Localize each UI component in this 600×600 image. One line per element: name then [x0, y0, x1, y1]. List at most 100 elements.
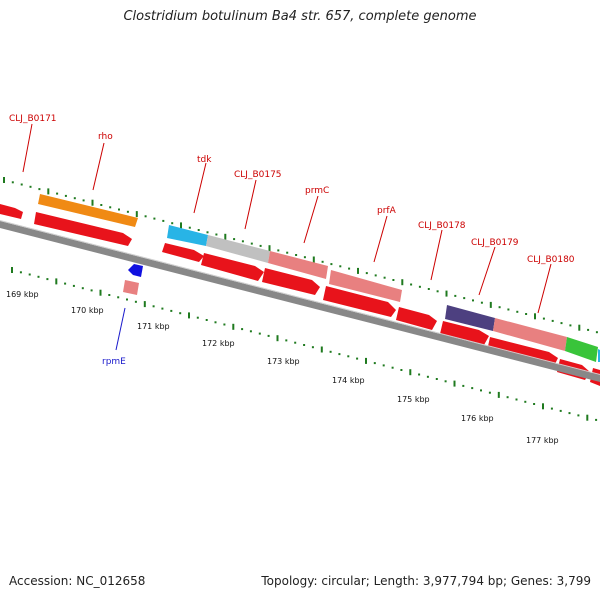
- major-tick: [578, 324, 581, 331]
- minor-tick: [100, 204, 103, 206]
- minor-tick: [28, 273, 31, 276]
- minor-tick: [46, 278, 49, 281]
- cds-arrow: [323, 286, 396, 317]
- minor-tick: [303, 344, 306, 346]
- minor-tick: [587, 328, 590, 331]
- minor-tick: [462, 384, 465, 387]
- minor-tick: [117, 296, 120, 299]
- minor-tick: [339, 265, 342, 268]
- minor-tick: [81, 287, 84, 290]
- major-tick: [232, 323, 235, 330]
- gene-label-prfa: prfA: [377, 206, 397, 216]
- accession-text: Accession: NC_012658: [9, 574, 146, 588]
- minor-tick: [152, 305, 155, 308]
- cds-arrow-pink: [123, 280, 139, 295]
- gene-label-rho: rho: [98, 132, 113, 142]
- genome-backbone-highlight: [0, 220, 600, 375]
- minor-tick: [241, 240, 244, 243]
- cds-arrow: [396, 307, 437, 330]
- minor-tick: [171, 222, 174, 225]
- minor-tick: [498, 306, 501, 309]
- minor-tick: [471, 387, 474, 390]
- minor-tick: [72, 284, 75, 287]
- cds-arrow: [34, 212, 132, 246]
- kbp-label: 169 kbp: [6, 290, 39, 299]
- gene-label-rpme: rpmE: [102, 357, 126, 367]
- minor-tick: [391, 366, 394, 369]
- minor-tick: [418, 373, 421, 376]
- major-tick: [47, 188, 50, 195]
- major-tick: [542, 403, 544, 410]
- minor-tick: [109, 206, 112, 209]
- minor-tick: [286, 251, 289, 254]
- minor-tick: [108, 294, 111, 296]
- minor-tick: [126, 298, 128, 301]
- minor-tick: [179, 312, 182, 315]
- minor-tick: [577, 414, 580, 417]
- minor-tick: [38, 188, 41, 191]
- major-tick: [135, 211, 138, 218]
- minor-tick: [426, 375, 429, 378]
- minor-tick: [373, 362, 376, 365]
- cds-arrow: [201, 253, 264, 281]
- cds-arrow: [162, 243, 204, 262]
- minor-tick: [82, 199, 85, 202]
- cds-arrow-clj-b0180: [493, 318, 567, 351]
- minor-tick: [205, 319, 208, 321]
- minor-tick: [551, 319, 554, 322]
- gene-label-prmc: prmC: [305, 186, 329, 196]
- minor-tick: [595, 418, 598, 421]
- major-tick: [312, 256, 315, 263]
- minor-tick: [311, 346, 314, 349]
- minor-tick: [559, 409, 562, 412]
- minor-tick: [56, 192, 59, 195]
- minor-tick: [303, 256, 306, 259]
- major-tick: [445, 290, 448, 297]
- minor-tick: [90, 289, 93, 292]
- major-tick: [489, 301, 492, 308]
- minor-tick: [427, 288, 430, 290]
- major-tick: [143, 301, 146, 308]
- rpme-callout: [115, 307, 126, 351]
- minor-tick: [480, 301, 483, 304]
- major-tick: [55, 278, 58, 285]
- minor-tick: [383, 276, 386, 279]
- minor-tick: [472, 299, 474, 302]
- minor-tick: [347, 355, 350, 358]
- minor-tick: [215, 233, 218, 236]
- major-tick: [3, 177, 5, 183]
- gene-label-clj-b0175: CLJ_B0175: [234, 170, 282, 180]
- minor-tick: [153, 217, 156, 220]
- minor-tick: [233, 238, 236, 241]
- major-tick: [11, 267, 13, 273]
- minor-tick: [196, 316, 199, 319]
- genome-backbone: [0, 221, 600, 382]
- major-tick: [453, 380, 456, 387]
- minor-tick: [569, 324, 572, 327]
- minor-tick: [436, 290, 439, 293]
- gene-label-clj-b0179: CLJ_B0179: [471, 238, 519, 248]
- minor-tick: [250, 242, 253, 245]
- kbp-label: 176 kbp: [461, 414, 494, 423]
- minor-tick: [525, 313, 528, 315]
- major-tick: [534, 313, 536, 320]
- minor-tick: [348, 267, 351, 270]
- minor-tick: [188, 226, 191, 229]
- minor-tick: [516, 310, 519, 313]
- minor-tick: [454, 294, 457, 297]
- minor-tick: [223, 323, 226, 326]
- minor-tick: [73, 197, 76, 200]
- gene-label-tdk: tdk: [197, 155, 212, 165]
- cds-arrow-prfa: [329, 270, 402, 302]
- cds-arrow: [262, 268, 320, 295]
- minor-tick: [197, 229, 200, 231]
- minor-tick: [568, 412, 571, 415]
- cds-arrow-rho: [38, 194, 138, 227]
- gene-label-clj-b0180: CLJ_B0180: [527, 255, 575, 265]
- minor-tick: [64, 194, 67, 197]
- minor-tick: [560, 322, 563, 325]
- kbp-label: 177 kbp: [526, 436, 559, 445]
- minor-tick: [29, 185, 32, 188]
- major-tick: [276, 335, 279, 342]
- gene-label-clj-b0178: CLJ_B0178: [418, 221, 466, 231]
